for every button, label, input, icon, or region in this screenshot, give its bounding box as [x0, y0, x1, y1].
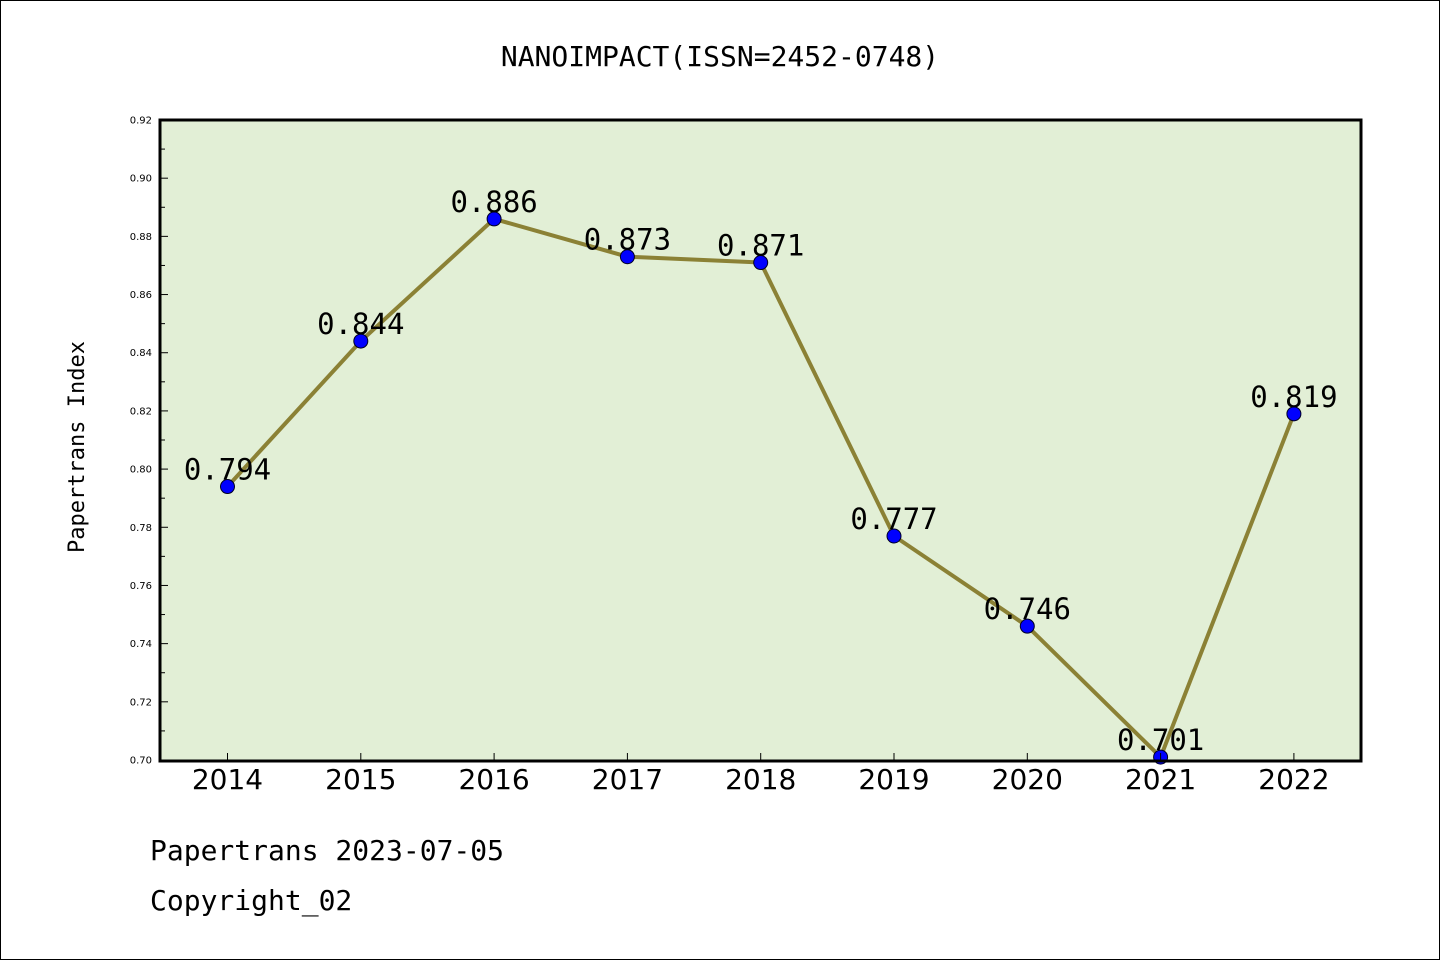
- data-point-2017: [619, 249, 635, 265]
- y-tick-label-0: 0.70: [130, 756, 152, 767]
- y-tick-label-5: 0.80: [130, 465, 152, 476]
- y-tick-label-11: 0.92: [130, 116, 152, 127]
- y-tick-label-8: 0.86: [130, 290, 152, 301]
- x-tick-label-4: 2018: [725, 763, 796, 796]
- plot-area: [160, 120, 1361, 761]
- chart-marks: 0.794 0.844 0.886 0.873 0.871 0.777 0.746 0.701…: [184, 185, 1338, 765]
- data-point-2015: [353, 333, 369, 349]
- data-label-2019: 0.777: [850, 502, 937, 536]
- y-tick-label-4: 0.78: [130, 523, 152, 534]
- data-label-2018: 0.871: [717, 229, 804, 263]
- data-label-2022: 0.819: [1250, 380, 1337, 414]
- data-point-2014: [220, 479, 235, 495]
- data-point-2018: [753, 255, 769, 271]
- y-tick-label-3: 0.76: [130, 581, 152, 592]
- x-tick-label-6: 2020: [992, 763, 1063, 796]
- x-tick-label-5: 2019: [858, 763, 929, 796]
- y-tick-label-6: 0.82: [130, 406, 152, 417]
- data-point-2020: [1019, 618, 1035, 634]
- footer-copyright: Copyright_02: [150, 884, 353, 917]
- chart-title: NANOIMPACT(ISSN=2452-0748): [501, 40, 939, 73]
- data-point-2016: [486, 211, 502, 227]
- x-tick-label-2: 2016: [458, 763, 529, 796]
- footer-date: Papertrans 2023-07-05: [150, 834, 505, 867]
- data-label-2014: 0.794: [184, 453, 271, 487]
- y-tick-label-10: 0.90: [130, 174, 152, 185]
- data-label-2016: 0.886: [450, 185, 537, 219]
- y-tick-label-2: 0.74: [130, 639, 152, 650]
- plot-border: [158, 118, 1363, 763]
- data-point-2019: [886, 528, 902, 544]
- data-point-2022: [1286, 406, 1302, 422]
- x-tick-label-1: 2015: [325, 763, 396, 796]
- data-label-2020: 0.746: [984, 592, 1071, 626]
- x-tick-label-8: 2022: [1258, 763, 1329, 796]
- x-tick-label-0: 2014: [192, 763, 263, 796]
- x-tick-label-7: 2021: [1125, 763, 1196, 796]
- y-tick-label-7: 0.84: [130, 348, 152, 359]
- data-label-2017: 0.873: [584, 223, 671, 257]
- y-axis-label: Papertrans Index: [65, 341, 90, 553]
- data-label-2015: 0.844: [317, 307, 404, 341]
- y-tick-label-1: 0.72: [130, 697, 152, 708]
- y-tick-label-9: 0.88: [130, 232, 152, 243]
- data-label-2021: 0.701: [1117, 723, 1204, 757]
- x-tick-label-3: 2017: [592, 763, 663, 796]
